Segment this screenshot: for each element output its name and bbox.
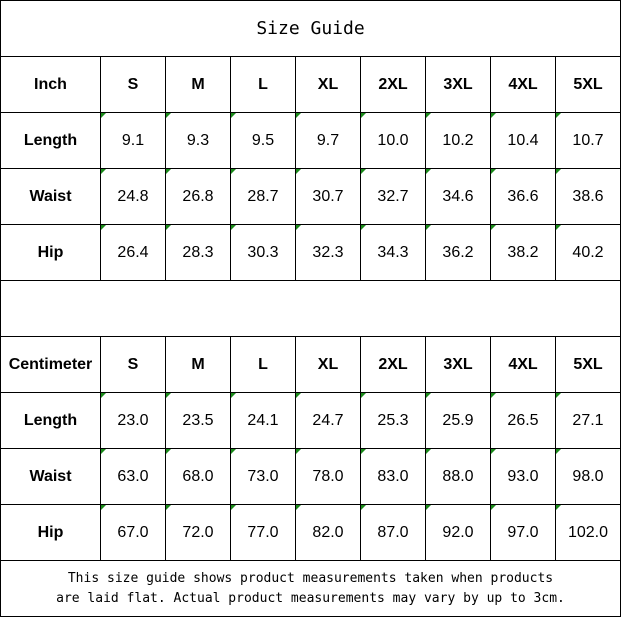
- measurement-value: 28.7: [230, 168, 296, 225]
- page-title: Size Guide: [0, 0, 621, 57]
- measurement-value: 98.0: [555, 448, 621, 505]
- measurement-value: 26.5: [490, 392, 556, 449]
- measurement-value: 25.9: [425, 392, 491, 449]
- size-header: 4XL: [490, 56, 556, 113]
- measurement-value: 67.0: [100, 504, 166, 561]
- centimeter-row-waist: Waist 63.0 68.0 73.0 78.0 83.0 88.0 93.0 98.0: [0, 448, 621, 505]
- spacer: [0, 280, 621, 337]
- title-row: Size Guide: [0, 0, 621, 57]
- measurement-value: 9.5: [230, 112, 296, 169]
- measurement-value: 38.6: [555, 168, 621, 225]
- measurement-value: 63.0: [100, 448, 166, 505]
- inch-row-length: Length 9.1 9.3 9.5 9.7 10.0 10.2 10.4 10.7: [0, 112, 621, 169]
- measurement-value: 92.0: [425, 504, 491, 561]
- measurement-value: 97.0: [490, 504, 556, 561]
- centimeter-row-hip: Hip 67.0 72.0 77.0 82.0 87.0 92.0 97.0 102.0: [0, 504, 621, 561]
- measurement-value: 82.0: [295, 504, 361, 561]
- measurement-value: 73.0: [230, 448, 296, 505]
- measurement-value: 26.8: [165, 168, 231, 225]
- size-header: 2XL: [360, 56, 426, 113]
- measurement-value: 102.0: [555, 504, 621, 561]
- measurement-label: Hip: [0, 224, 101, 281]
- footnote-line-2: are laid flat. Actual product measuremen…: [56, 590, 565, 606]
- measurement-label: Length: [0, 112, 101, 169]
- measurement-value: 9.7: [295, 112, 361, 169]
- measurement-value: 10.4: [490, 112, 556, 169]
- note-row: This size guide shows product measuremen…: [0, 560, 621, 617]
- measurement-value: 23.5: [165, 392, 231, 449]
- spacer-row: [0, 280, 621, 337]
- measurement-value: 93.0: [490, 448, 556, 505]
- measurement-value: 10.7: [555, 112, 621, 169]
- measurement-value: 40.2: [555, 224, 621, 281]
- measurement-value: 32.7: [360, 168, 426, 225]
- measurement-value: 10.0: [360, 112, 426, 169]
- measurement-value: 26.4: [100, 224, 166, 281]
- measurement-value: 38.2: [490, 224, 556, 281]
- inch-unit-label: Inch: [0, 56, 101, 113]
- measurement-value: 77.0: [230, 504, 296, 561]
- size-header: 2XL: [360, 336, 426, 393]
- measurement-value: 32.3: [295, 224, 361, 281]
- size-header: 3XL: [425, 56, 491, 113]
- size-header: XL: [295, 336, 361, 393]
- measurement-value: 36.6: [490, 168, 556, 225]
- measurement-value: 23.0: [100, 392, 166, 449]
- measurement-label: Length: [0, 392, 101, 449]
- footnote: This size guide shows product measuremen…: [0, 560, 621, 617]
- size-header: M: [165, 56, 231, 113]
- centimeter-unit-label: Centimeter: [0, 336, 101, 393]
- measurement-value: 88.0: [425, 448, 491, 505]
- measurement-value: 9.3: [165, 112, 231, 169]
- measurement-value: 30.7: [295, 168, 361, 225]
- measurement-value: 10.2: [425, 112, 491, 169]
- size-header: L: [230, 56, 296, 113]
- centimeter-header-row: Centimeter S M L XL 2XL 3XL 4XL 5XL: [0, 336, 621, 393]
- measurement-value: 68.0: [165, 448, 231, 505]
- measurement-value: 36.2: [425, 224, 491, 281]
- measurement-value: 34.6: [425, 168, 491, 225]
- size-header: M: [165, 336, 231, 393]
- measurement-label: Hip: [0, 504, 101, 561]
- measurement-value: 28.3: [165, 224, 231, 281]
- measurement-label: Waist: [0, 448, 101, 505]
- size-header: 5XL: [555, 56, 621, 113]
- inch-row-waist: Waist 24.8 26.8 28.7 30.7 32.7 34.6 36.6 38.6: [0, 168, 621, 225]
- size-header: S: [100, 56, 166, 113]
- measurement-value: 24.7: [295, 392, 361, 449]
- measurement-value: 34.3: [360, 224, 426, 281]
- measurement-value: 83.0: [360, 448, 426, 505]
- size-header: L: [230, 336, 296, 393]
- centimeter-row-length: Length 23.0 23.5 24.1 24.7 25.3 25.9 26.5 27.1: [0, 392, 621, 449]
- measurement-value: 25.3: [360, 392, 426, 449]
- inch-header-row: Inch S M L XL 2XL 3XL 4XL 5XL: [0, 56, 621, 113]
- measurement-value: 24.8: [100, 168, 166, 225]
- inch-row-hip: Hip 26.4 28.3 30.3 32.3 34.3 36.2 38.2 40.2: [0, 224, 621, 281]
- size-header: 5XL: [555, 336, 621, 393]
- footnote-line-1: This size guide shows product measuremen…: [67, 570, 554, 586]
- measurement-value: 9.1: [100, 112, 166, 169]
- measurement-value: 30.3: [230, 224, 296, 281]
- size-header: 4XL: [490, 336, 556, 393]
- size-header: XL: [295, 56, 361, 113]
- measurement-value: 24.1: [230, 392, 296, 449]
- measurement-value: 87.0: [360, 504, 426, 561]
- measurement-label: Waist: [0, 168, 101, 225]
- measurement-value: 72.0: [165, 504, 231, 561]
- size-header: 3XL: [425, 336, 491, 393]
- size-header: S: [100, 336, 166, 393]
- measurement-value: 27.1: [555, 392, 621, 449]
- measurement-value: 78.0: [295, 448, 361, 505]
